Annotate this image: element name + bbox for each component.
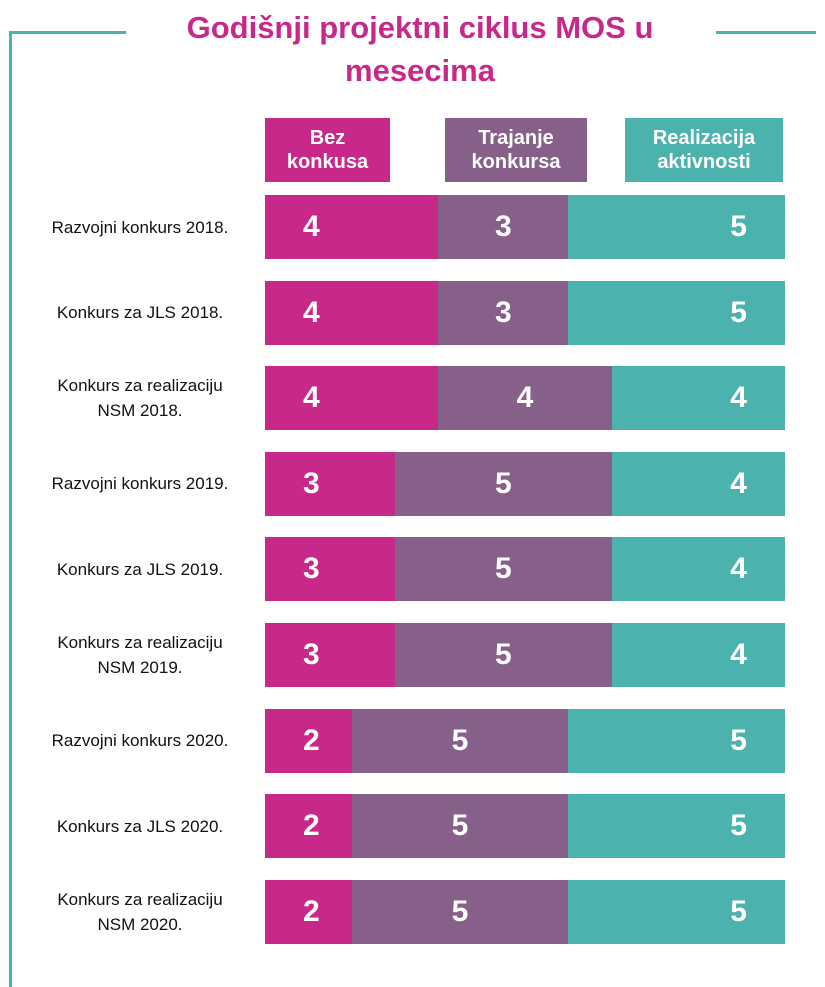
value-label: 3 (303, 552, 320, 586)
bar-segment: 5 (351, 879, 569, 944)
bar-segment: 2 (265, 794, 352, 859)
value-label: 5 (451, 894, 469, 928)
category-label: Konkurs za JLS 2020. (30, 794, 250, 858)
category-text: Razvojni konkurs 2020. (51, 731, 229, 751)
value-label: 4 (730, 466, 747, 500)
bar-segment: 5 (351, 794, 569, 859)
legend-item: Realizacija aktivnosti (625, 118, 783, 182)
value-label: 5 (730, 809, 747, 843)
bar-segment: 3 (438, 280, 569, 345)
value-label: 2 (303, 723, 320, 757)
category-text: Konkurs za realizaciju NSM 2018. (57, 376, 223, 421)
category-label: Konkurs za realizaciju NSM 2019. (30, 623, 250, 687)
category-label: Konkurs za realizaciju NSM 2020. (30, 880, 250, 944)
value-label: 5 (451, 809, 469, 843)
value-label: 4 (303, 210, 320, 243)
category-label: Konkurs za realizaciju NSM 2018. (30, 366, 250, 430)
value-label: 3 (303, 638, 320, 671)
bar-segment: 4 (265, 366, 439, 431)
frame-left (9, 32, 12, 987)
frame-top-left (9, 31, 126, 34)
value-label: 2 (303, 894, 320, 928)
value-label: 5 (730, 295, 747, 329)
value-label: 4 (516, 381, 534, 415)
category-label: Razvojni konkurs 2018. (30, 195, 250, 259)
bar-segment: 4 (611, 537, 785, 602)
bar-segment: 3 (265, 537, 395, 602)
value-label: 4 (303, 295, 320, 329)
value-label: 4 (730, 381, 747, 415)
value-label: 2 (303, 809, 320, 843)
legend-item: Bez konkusa (265, 118, 390, 182)
legend-item: Trajanje konkursa (445, 118, 587, 182)
value-label: 5 (494, 466, 512, 500)
bar-segment: 2 (265, 879, 352, 944)
value-label: 3 (494, 295, 512, 329)
value-label: 5 (730, 723, 747, 757)
category-text: Razvojni konkurs 2019. (51, 474, 229, 494)
bar-segment: 5 (351, 708, 569, 773)
value-label: 5 (494, 638, 512, 671)
bar-segment: 5 (395, 537, 612, 602)
bar-segment: 5 (568, 280, 785, 345)
category-text: Konkurs za JLS 2019. (56, 559, 224, 579)
category-label: Razvojni konkurs 2020. (30, 709, 250, 773)
frame-top-right (716, 31, 816, 34)
bar-segment: 4 (611, 366, 785, 431)
bar-segment: 5 (568, 195, 785, 259)
bar-segment: 5 (568, 708, 785, 773)
category-text: Konkurs za realizaciju NSM 2019. (57, 633, 223, 677)
value-label: 3 (494, 210, 512, 243)
bar-segment: 5 (568, 794, 785, 859)
bar-segment: 4 (265, 280, 439, 345)
category-label: Konkurs za JLS 2019. (30, 537, 250, 601)
category-text: Konkurs za JLS 2020. (56, 816, 224, 836)
bar-segment: 4 (438, 366, 612, 431)
bar-segment: 5 (395, 623, 612, 687)
value-label: 5 (730, 894, 747, 928)
bar-segment: 3 (438, 195, 569, 259)
category-text: Razvojni konkurs 2018. (51, 217, 229, 237)
category-label: Konkurs za JLS 2018. (30, 281, 250, 345)
bar-segment: 5 (395, 451, 612, 516)
bar-segment: 4 (265, 195, 439, 259)
bar-segment: 5 (568, 879, 785, 944)
category-label: Razvojni konkurs 2019. (30, 452, 250, 516)
value-label: 4 (730, 552, 747, 586)
category-text: Konkurs za realizaciju NSM 2020. (57, 889, 223, 934)
bar-segment: 3 (265, 451, 395, 516)
value-label: 5 (451, 723, 469, 757)
value-label: 4 (303, 381, 320, 415)
value-label: 5 (494, 552, 512, 586)
bar-segment: 3 (265, 623, 395, 687)
value-label: 5 (730, 210, 747, 243)
bar-segment: 2 (265, 708, 352, 773)
category-text: Konkurs za JLS 2018. (56, 303, 224, 323)
bar-segment: 4 (611, 623, 785, 687)
bar-segment: 4 (611, 451, 785, 516)
value-label: 4 (730, 638, 747, 671)
chart-title: Godišnji projektni ciklus MOS u mesecima (186, 10, 654, 88)
value-label: 3 (303, 466, 320, 500)
